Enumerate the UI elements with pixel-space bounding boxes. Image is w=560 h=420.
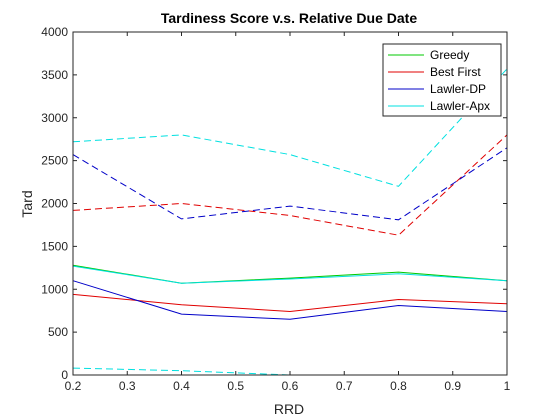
plot-area — [72, 68, 508, 376]
chart-title: Tardiness Score v.s. Relative Due Date — [161, 10, 417, 26]
series-line-dashed-5 — [72, 147, 508, 221]
x-tick-label: 0.3 — [119, 379, 136, 393]
y-tick-label: 1000 — [41, 282, 68, 296]
y-tick-label: 1500 — [41, 239, 68, 253]
x-tick-label: 1 — [504, 379, 511, 393]
x-tick-label: 0.7 — [336, 379, 353, 393]
y-tick-label: 500 — [48, 325, 68, 339]
legend-label: Greedy — [430, 48, 469, 62]
y-tick-label: 4000 — [41, 25, 68, 39]
series-line-greedy — [72, 264, 508, 284]
y-tick-label: 3000 — [41, 111, 68, 125]
x-tick-label: 0.4 — [173, 379, 190, 393]
series-line-dashed-4 — [72, 134, 508, 236]
legend-label: Best First — [430, 65, 481, 79]
series-line-lawler-apx — [72, 265, 508, 284]
x-tick-label: 0.6 — [282, 379, 299, 393]
legend-box — [382, 43, 502, 117]
y-tick-label: 2500 — [41, 154, 68, 168]
y-tick-label: 3500 — [41, 68, 68, 82]
y-tick-label: 2000 — [41, 197, 68, 211]
x-axis-title: RRD — [274, 401, 304, 417]
series-line-dashed-7 — [72, 367, 507, 376]
x-tick-label: 0.8 — [390, 379, 407, 393]
x-tick-label: 0.5 — [227, 379, 244, 393]
legend: Greedy Best First Lawler-DP Lawler-Apx — [382, 43, 502, 117]
series-line-best-first — [72, 293, 508, 313]
y-axis-title: Tard — [19, 190, 35, 217]
legend-label: Lawler-DP — [430, 82, 486, 96]
axes: 0.2 0.3 0.4 0.5 0.6 0.7 0.8 0.9 1 0 500 1000 1500 200… — [41, 25, 510, 393]
x-tick-label: 0.2 — [65, 379, 82, 393]
y-tick-label: 0 — [61, 368, 68, 382]
x-tick-label: 0.9 — [444, 379, 461, 393]
series-line-lawler-dp — [72, 280, 508, 320]
legend-label: Lawler-Apx — [430, 99, 490, 113]
series-line-dashed-6 — [72, 68, 508, 187]
